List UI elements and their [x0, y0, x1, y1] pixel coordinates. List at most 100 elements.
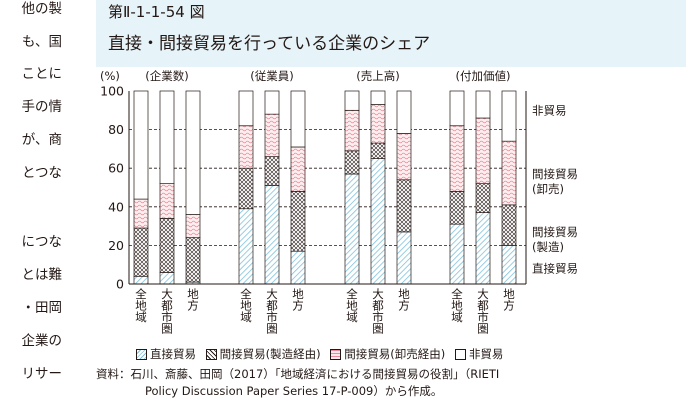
category-label: 地方: [186, 288, 200, 311]
bar-segment-indirect-mfg: [475, 183, 491, 213]
bar-segment-indirect-mfg: [449, 191, 465, 225]
group-label: (売上高): [356, 69, 399, 83]
bar-segment-direct: [264, 185, 280, 285]
legend: 直接貿易 間接貿易(製造経由) 間接貿易(卸売経由) 非貿易: [136, 346, 509, 363]
legend-swatch-wholesale: [330, 348, 342, 360]
bar-segment-indirect-mfg: [238, 167, 254, 210]
figure-number: 第Ⅱ-1-1-54 図: [108, 3, 205, 21]
legend-swatch-mfg: [205, 348, 217, 360]
bar-segment-non-trade: [501, 90, 517, 142]
category-label: 地方: [397, 288, 411, 311]
figure-title: 直接・間接貿易を行っている企業のシェア: [108, 34, 431, 54]
body-text-line: 企業の: [21, 333, 63, 349]
bar-segment-direct: [475, 212, 491, 285]
y-tick-label: 0: [116, 277, 124, 292]
bar-segment-indirect-wholesale: [344, 109, 360, 152]
legend-swatch-non-trade: [454, 348, 466, 360]
bar-segment-non-trade: [185, 90, 201, 215]
category-label: 地方: [502, 288, 516, 311]
bar-segment-indirect-mfg: [185, 237, 201, 283]
bar-segment-non-trade: [449, 90, 465, 127]
bar-segment-indirect-wholesale: [290, 146, 306, 192]
bar-segment-direct: [290, 250, 306, 285]
bar-segment-indirect-wholesale: [449, 125, 465, 192]
bar-segment-non-trade: [370, 90, 386, 105]
category-label: 全地域: [450, 287, 464, 322]
category-label: 大都市圏: [371, 287, 385, 335]
group-label: (企業数): [145, 69, 188, 83]
bars: [133, 90, 517, 285]
bar-segment-direct: [238, 208, 254, 285]
body-text-line: 他の製: [21, 1, 63, 17]
bar-segment-direct: [449, 223, 465, 285]
group-label: (付加価値): [456, 69, 511, 83]
body-text-line: 手の情: [21, 99, 63, 115]
body-text-line: とは難: [21, 267, 63, 283]
source-note: 資料：石川、斎藤、田岡（2017）「地域経済における間接貿易の役割」（RIETI: [96, 367, 500, 381]
bar-segment-indirect-mfg: [133, 227, 149, 277]
body-text-line: ことに: [21, 66, 63, 82]
bar-segment-indirect-wholesale: [264, 113, 280, 157]
category-label: 大都市圏: [160, 287, 174, 335]
bar-segment-indirect-mfg: [264, 156, 280, 186]
bar-segment-non-trade: [264, 90, 280, 115]
body-text-line: リサー: [21, 366, 63, 382]
category-label: 地方: [291, 288, 305, 311]
legend-item: 間接貿易(卸売経由): [330, 346, 445, 362]
legend-item: 非貿易: [454, 346, 504, 362]
legend-swatch-direct: [136, 348, 147, 360]
bar-segment-indirect-mfg: [501, 204, 517, 246]
bar-segment-non-trade: [475, 90, 491, 119]
body-text-line: とつな: [22, 165, 62, 181]
segment-label: 間接貿易: [532, 225, 578, 239]
bar-segment-non-trade: [396, 90, 412, 134]
bar-segment-non-trade: [133, 90, 149, 200]
bar-segment-indirect-wholesale: [185, 214, 201, 239]
segment-label: 直接貿易: [532, 262, 578, 276]
bar-segment-indirect-wholesale: [501, 140, 517, 206]
body-text-line: ・田岡: [21, 300, 63, 316]
segment-label: 間接貿易: [532, 167, 578, 181]
category-label: 全地域: [134, 287, 148, 322]
bar-segment-non-trade: [290, 90, 306, 148]
legend-label: 非貿易: [468, 347, 504, 361]
figure-header: 第Ⅱ-1-1-54 図 直接・間接貿易を行っている企業のシェア: [96, 0, 686, 67]
bar-segment-indirect-wholesale: [396, 133, 412, 181]
body-text-line: につな: [21, 234, 63, 250]
legend-label: 直接貿易: [150, 347, 196, 361]
bar-segment-direct: [344, 173, 360, 285]
bar-segment-indirect-wholesale: [159, 183, 175, 219]
bar-segment-indirect-mfg: [159, 218, 175, 273]
source-note-cont: Policy Discussion Paper Series 17-P-009）…: [145, 384, 443, 398]
group-label: (従業員): [250, 69, 293, 83]
bar-segment-direct: [501, 245, 517, 285]
bar-segment-indirect-mfg: [370, 142, 386, 159]
bar-segment-direct: [370, 158, 386, 285]
category-label: 大都市圏: [265, 287, 279, 335]
bar-segment-indirect-wholesale: [133, 198, 149, 229]
segment-label-sub: (製造): [532, 240, 564, 254]
bar-segment-non-trade: [238, 90, 254, 127]
y-tick-label: 40: [108, 199, 124, 214]
legend-item: 直接貿易: [136, 346, 196, 362]
body-text-line: も、国: [21, 34, 62, 50]
bar-segment-indirect-mfg: [344, 150, 360, 175]
body-text-column: 他の製も、国ことに手の情が、商とつなにつなとは難・田岡企業のリサー: [0, 0, 63, 402]
y-tick-label: 60: [108, 161, 124, 176]
legend-item: 間接貿易(製造経由): [205, 346, 321, 362]
body-text-line: が、商: [21, 132, 62, 148]
bar-segment-indirect-wholesale: [238, 125, 254, 169]
segment-label: 非貿易: [532, 103, 567, 117]
bar-segment-indirect-mfg: [290, 191, 306, 252]
bar-segment-direct: [133, 275, 149, 285]
legend-label: 間接貿易(卸売経由): [344, 347, 446, 361]
bar-segment-direct: [396, 231, 412, 285]
y-tick-label: 20: [108, 238, 124, 253]
bar-segment-direct: [159, 272, 175, 285]
bar-segment-indirect-wholesale: [370, 104, 386, 144]
y-tick-label: 80: [108, 122, 124, 137]
bar-segment-non-trade: [344, 90, 360, 111]
legend-label: 間接貿易(製造経由): [219, 347, 321, 361]
